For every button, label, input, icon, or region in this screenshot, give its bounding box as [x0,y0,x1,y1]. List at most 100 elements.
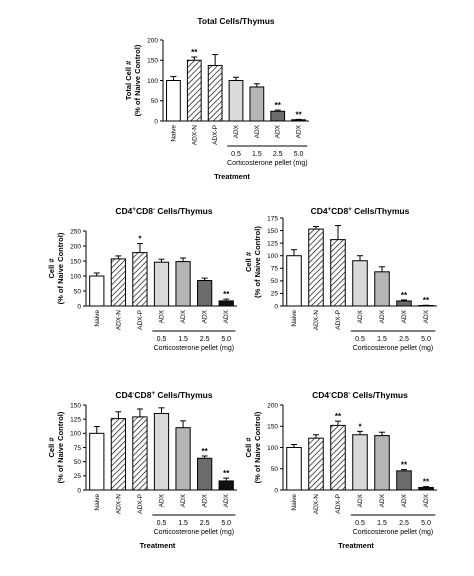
chart-title-part: + [328,207,332,213]
x-tick-label: ADX [423,493,430,507]
y-tick-label: 50 [271,466,279,473]
x-tick-label: ADX [159,309,166,323]
y-axis-title: (% of Naive Control) [253,226,262,298]
dose-label: 0.5 [355,336,365,343]
bar-3 [132,252,148,307]
dose-label: 2.5 [200,520,210,527]
x-tick-label: ADX-N [313,310,320,331]
significance-mark: ** [401,291,408,300]
significance-mark: * [358,422,362,431]
dose-label: 1.5 [377,520,387,527]
bar-6 [197,457,213,491]
bar-1 [89,275,105,307]
x-tick-label: ADX-N [115,310,122,331]
bar-2 [308,437,324,491]
bar-3 [330,239,346,307]
x-tick-label: ADX-P [335,494,342,514]
x-axis-title: Treatment [338,541,374,550]
chart-panel-4: CD4-CD8+ Cells/Thymus 0 25 50 75 100 125 150 Cel… [47,390,237,550]
bar-2 [110,418,126,491]
y-tick-label: 150 [70,258,81,265]
chart-title-part: Cells/Thymus [350,390,408,400]
y-tick-label: 100 [147,78,158,85]
dose-label: 2.5 [399,336,409,343]
x-tick-label: ADX [180,309,187,323]
dose-axis-label: Corticosterone pellet (mg) [353,529,434,536]
dose-label: 5.0 [221,520,231,527]
chart-title-part: CD4 [115,206,132,216]
dose-axis-label: Corticosterone pellet (mg) [227,160,308,167]
bar-7 [291,119,306,122]
dose-label: 1.5 [377,336,387,343]
chart-panel-1: Total Cells/Thymus 0 50 100 150 200 Total Cell… [124,16,309,181]
y-axis-title: (% of Naive Control) [253,411,262,483]
y-tick-label: 125 [70,416,81,423]
bar-6 [270,110,286,122]
chart-panel-2: CD4+CD8- Cells/Thymus 0 50 100 150 200 250 Cell… [47,206,237,352]
y-tick-label: 100 [70,273,81,280]
x-tick-label: ADX [233,124,240,138]
dose-label: 2.5 [273,151,283,158]
dose-label: 0.5 [355,520,365,527]
y-tick-label: 75 [271,266,279,273]
significance-mark: ** [423,296,430,305]
chart-title-part: Cells/Thymus [155,206,213,216]
dose-axis-label: Corticosterone pellet (mg) [353,345,434,352]
y-tick-label: 25 [271,291,279,298]
significance-mark: ** [191,48,198,57]
x-tick-label: ADX [202,493,209,507]
x-axis-title: Treatment [214,172,250,181]
y-tick-label: 50 [74,459,82,466]
chart-title-part: Cells/Thymus [352,206,410,216]
y-tick-label: 0 [274,487,278,494]
bar-1 [89,432,105,491]
x-tick-label: ADX-P [212,125,219,145]
y-axis-title: (% of Naive Control) [56,232,65,304]
x-tick-label: ADX-N [313,494,320,515]
significance-mark: ** [295,110,302,119]
y-tick-label: 75 [74,445,82,452]
significance-mark: ** [275,101,282,110]
x-tick-label: ADX [401,493,408,507]
y-tick-label: 150 [267,424,278,431]
significance-mark: ** [202,447,209,456]
y-axis-title: Cell # [244,251,253,272]
y-tick-label: 100 [70,431,81,438]
y-tick-label: 125 [267,240,278,247]
y-axis-title: (% of Naive Control) [56,411,65,483]
dose-label: 5.0 [294,151,304,158]
bar-6 [197,280,213,307]
dose-label: 2.5 [399,520,409,527]
chart-title-part: CD4 [115,390,132,400]
bar-3 [207,65,223,122]
x-axis-title: Treatment [140,541,176,550]
chart-title: CD4-CD8- Cells/Thymus [312,390,408,400]
x-tick-label: ADX [223,309,230,323]
x-tick-label: ADX [202,309,209,323]
bar-5 [175,261,191,307]
significance-mark: ** [423,478,430,487]
bar-6 [396,300,412,307]
y-tick-label: 0 [77,303,81,310]
y-axis-title: Total Cell # [124,60,133,100]
x-tick-label: ADX [357,309,364,323]
chart-title-part: - [329,391,331,397]
significance-mark: * [138,235,142,244]
bar-4 [228,80,244,122]
x-tick-label: ADX [357,493,364,507]
x-tick-label: ADX-N [191,125,198,146]
y-tick-label: 0 [154,118,158,125]
bar-3 [330,424,346,491]
significance-mark: ** [223,469,230,478]
bar-4 [352,260,368,307]
chart-title: Total Cells/Thymus [197,16,275,26]
x-tick-label: ADX [379,309,386,323]
bar-2 [110,258,126,307]
chart-title: CD4+CD8- Cells/Thymus [115,206,212,216]
chart-title-part: CD8 [331,390,348,400]
bar-5 [374,435,390,491]
y-tick-label: 200 [70,243,81,250]
chart-title-part: Cells/Thymus [155,390,213,400]
x-tick-label: ADX [223,493,230,507]
